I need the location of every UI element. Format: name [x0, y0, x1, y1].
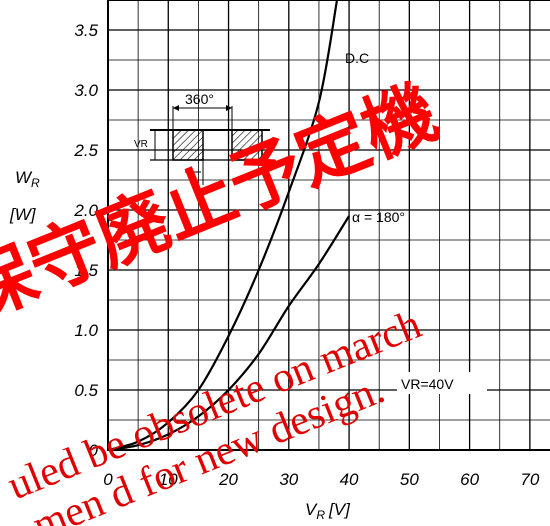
- series-label-180: α = 180°: [352, 209, 405, 225]
- x-tick-label: 30: [279, 470, 298, 489]
- x-tick-label: 60: [460, 470, 479, 489]
- y-tick-labels: 0 0.5 1.0 1.5 2.0 2.5 3.0 3.5: [73, 21, 98, 460]
- x-tick-label: 40: [340, 470, 359, 489]
- chart-grid: [107, 0, 550, 451]
- plot-frame: [107, 0, 550, 451]
- series-line-180: [107, 215, 350, 452]
- condition-box: [397, 372, 487, 394]
- y-tick-label: 0: [89, 441, 99, 460]
- x-tick-label: 50: [400, 470, 419, 489]
- y-axis-title: WR: [15, 168, 40, 190]
- y-tick-label: 3.5: [74, 21, 98, 40]
- x-tick-label: 10: [159, 470, 178, 489]
- y-tick-label: 2.0: [73, 201, 98, 220]
- x-tick-labels: 0 10 20 30 40 50 60 70: [103, 470, 540, 489]
- y-axis-unit: [W]: [9, 205, 37, 224]
- y-tick-label: 1.5: [74, 261, 98, 280]
- x-tick-label: 0: [103, 470, 113, 489]
- y-tick-label: 3.0: [74, 81, 98, 100]
- condition-label: VR=40V: [401, 376, 454, 392]
- y-tick-label: 0.5: [74, 381, 98, 400]
- x-tick-label: 20: [218, 470, 238, 489]
- x-tick-label: 70: [520, 470, 539, 489]
- watermark-japanese: 保守廃止予定機: [0, 72, 448, 335]
- inset-waveform: [150, 105, 275, 185]
- inset-angle-label: 360°: [185, 91, 214, 107]
- series-lines: [107, 0, 350, 452]
- series-line-dc: [107, 0, 339, 452]
- y-tick-label: 1.0: [74, 321, 98, 340]
- y-tick-label: 2.5: [73, 141, 98, 160]
- series-label-dc: D.C: [345, 50, 369, 66]
- watermark: 保守廃止予定機 uled be obsolete on march men d …: [0, 72, 448, 526]
- plot-border: [107, 0, 550, 451]
- inset-vr-label: VR: [134, 139, 148, 150]
- x-axis-title: VR [V]: [305, 500, 351, 522]
